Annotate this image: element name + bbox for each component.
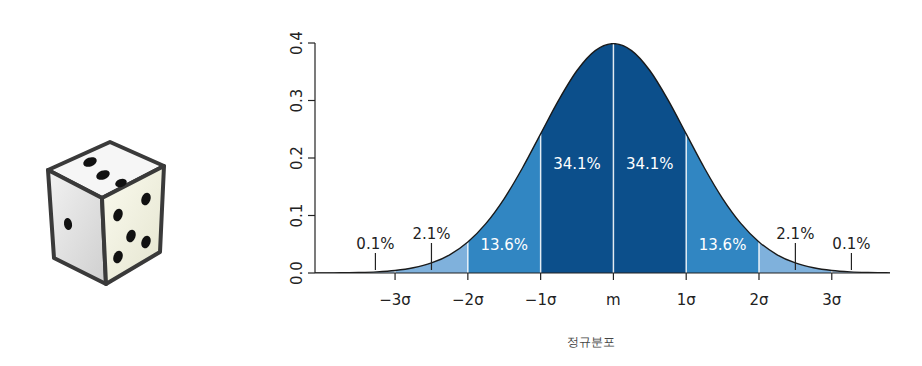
density-curve bbox=[315, 44, 890, 273]
dice-pip bbox=[112, 249, 125, 264]
region-boundary bbox=[540, 134, 542, 273]
axes: 0.0 0.1 0.2 0.3 0.4 −3σ −2σ −1σ m 1σ 2σ 3σ bbox=[288, 31, 890, 309]
y-tick-label: 0.0 bbox=[288, 261, 306, 285]
region-area bbox=[395, 44, 468, 273]
region-area bbox=[832, 44, 890, 273]
x-tick-label: 2σ bbox=[749, 291, 769, 309]
region-label: 13.6% bbox=[699, 236, 747, 254]
chart-root: 0.0 0.1 0.2 0.3 0.4 −3σ −2σ −1σ m 1σ 2σ 3σ 정규분포 0.1% 2… bbox=[0, 0, 922, 366]
y-tick bbox=[308, 157, 315, 158]
dice-pip bbox=[125, 228, 138, 243]
label-leader bbox=[431, 243, 432, 270]
region-boundary bbox=[467, 242, 469, 273]
y-tick bbox=[308, 272, 315, 273]
region-label: 2.1% bbox=[776, 225, 814, 243]
x-tick-label: −1σ bbox=[525, 291, 557, 309]
data-labels: 0.1% 2.1% 13.6% 34.1% 34.1% 13.6% 2.1% 0.1% bbox=[356, 155, 870, 270]
dice-pip bbox=[95, 168, 111, 181]
region-label: 2.1% bbox=[412, 225, 450, 243]
x-axis-line bbox=[315, 272, 890, 273]
x-tick-label: 1σ bbox=[677, 291, 697, 309]
x-tick bbox=[613, 273, 614, 280]
label-leader bbox=[851, 253, 852, 270]
region-label: 13.6% bbox=[480, 236, 528, 254]
dice-pip bbox=[140, 191, 153, 206]
dice-face bbox=[48, 170, 106, 284]
label-leader bbox=[375, 253, 376, 270]
x-tick-label: 3σ bbox=[822, 291, 842, 309]
x-tick-label: −2σ bbox=[452, 291, 484, 309]
x-tick bbox=[394, 273, 395, 280]
y-tick-label: 0.2 bbox=[288, 146, 306, 170]
x-tick bbox=[540, 273, 541, 280]
region-label: 0.1% bbox=[356, 235, 394, 253]
y-tick-label: 0.4 bbox=[288, 31, 306, 55]
region-area bbox=[315, 44, 395, 273]
x-tick bbox=[831, 273, 832, 280]
region-area bbox=[759, 44, 832, 273]
label-leader bbox=[795, 243, 796, 270]
region-label: 34.1% bbox=[553, 155, 601, 173]
region-boundary bbox=[613, 44, 615, 273]
x-axis-label: 정규분포 bbox=[567, 335, 615, 349]
dice-icon bbox=[48, 142, 164, 284]
dice-pip bbox=[140, 234, 153, 249]
region-area bbox=[613, 44, 686, 273]
region-boundary bbox=[758, 242, 760, 273]
y-tick-label: 0.3 bbox=[288, 89, 306, 113]
y-tick bbox=[308, 100, 315, 101]
y-tick-label: 0.1 bbox=[288, 204, 306, 228]
dice-pip bbox=[112, 207, 125, 222]
x-tick bbox=[467, 273, 468, 280]
dice-face bbox=[102, 166, 164, 284]
y-tick bbox=[308, 42, 315, 43]
x-tick-label: m bbox=[606, 291, 621, 309]
plot-area bbox=[315, 44, 890, 273]
region-label: 34.1% bbox=[626, 155, 674, 173]
y-tick bbox=[308, 215, 315, 216]
dice-pip bbox=[114, 177, 128, 189]
x-tick-label: −3σ bbox=[379, 291, 411, 309]
region-area bbox=[686, 44, 759, 273]
dice-pip bbox=[82, 155, 98, 168]
x-tick bbox=[686, 273, 687, 280]
region-boundary bbox=[685, 134, 687, 273]
dice-pip bbox=[63, 217, 73, 230]
x-tick bbox=[758, 273, 759, 280]
region-label: 0.1% bbox=[832, 235, 870, 253]
region-area bbox=[541, 44, 614, 273]
region-area bbox=[468, 44, 541, 273]
